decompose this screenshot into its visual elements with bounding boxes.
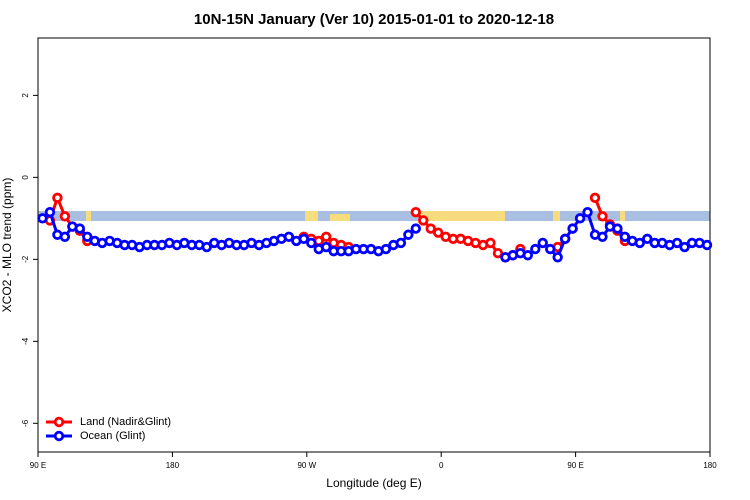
legend-label: Land (Nadir&Glint) (80, 416, 171, 428)
point (522, 250, 534, 261)
point (52, 192, 63, 204)
point (574, 213, 586, 224)
point (321, 231, 332, 243)
point (642, 233, 653, 245)
point (597, 211, 608, 222)
point (589, 192, 601, 204)
point (597, 231, 608, 243)
point (612, 223, 623, 234)
y-tick-label: -2 (21, 255, 30, 263)
chart-title: 10N-15N January (Ver 10) 2015-01-01 to 2… (194, 11, 554, 28)
x-tick-label: 90 E (30, 461, 46, 470)
point (418, 215, 429, 226)
point (410, 223, 422, 234)
legend-marker (53, 430, 65, 442)
point (559, 233, 571, 245)
point (283, 231, 295, 243)
point (582, 207, 593, 218)
x-tick-label: 0 (439, 461, 444, 470)
point (410, 207, 422, 218)
point (537, 237, 548, 249)
y-tick-label: 2 (21, 93, 30, 98)
y-axis-label: XCO2 - MLO trend (ppm) (0, 178, 14, 313)
x-axis-label: Longitude (deg E) (326, 476, 421, 490)
x-tick-label: 180 (166, 461, 180, 470)
x-tick-label: 90 W (297, 461, 316, 470)
point (552, 252, 563, 263)
y-tick-label: 0 (21, 175, 30, 180)
point (619, 231, 631, 243)
point (321, 241, 332, 253)
point (567, 223, 578, 234)
point (671, 237, 683, 249)
point (545, 243, 556, 255)
point (59, 211, 71, 222)
point (530, 243, 541, 255)
point (59, 231, 71, 243)
point (380, 243, 392, 255)
y-tick-label: -4 (21, 337, 30, 345)
legend-label: Ocean (Glint) (80, 430, 145, 442)
point (395, 237, 407, 249)
point (492, 247, 504, 259)
y-tick-label: -6 (21, 419, 30, 427)
point (701, 239, 713, 251)
point (44, 207, 56, 218)
point (37, 213, 48, 224)
point (201, 241, 212, 253)
point (425, 223, 436, 234)
surface-strip (38, 211, 710, 221)
point (82, 231, 93, 243)
point (485, 237, 496, 249)
x-tick-label: 90 E (567, 461, 583, 470)
point (403, 229, 414, 240)
point (306, 237, 317, 249)
point (679, 241, 690, 253)
legend-marker (53, 416, 65, 428)
x-tick-label: 180 (703, 461, 717, 470)
point (74, 223, 86, 234)
point (433, 227, 444, 238)
point (298, 233, 310, 245)
point (634, 237, 646, 249)
